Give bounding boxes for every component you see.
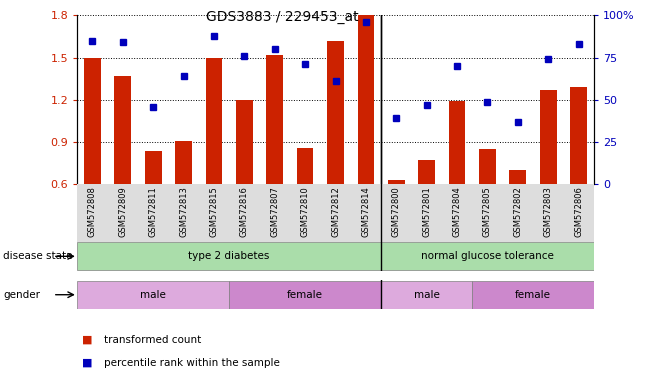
Bar bbox=[297, 148, 313, 184]
Text: female: female bbox=[287, 290, 323, 300]
Text: GDS3883 / 229453_at: GDS3883 / 229453_at bbox=[205, 10, 358, 23]
Text: female: female bbox=[515, 290, 551, 300]
Bar bbox=[381, 243, 594, 270]
Text: transformed count: transformed count bbox=[104, 335, 201, 345]
Text: normal glucose tolerance: normal glucose tolerance bbox=[421, 251, 554, 262]
Bar bbox=[229, 281, 381, 309]
Bar bbox=[266, 55, 283, 184]
Text: ■: ■ bbox=[82, 335, 93, 345]
Bar bbox=[479, 149, 496, 184]
Text: GSM572805: GSM572805 bbox=[483, 186, 492, 237]
Bar bbox=[114, 76, 131, 184]
Text: male: male bbox=[140, 290, 166, 300]
Bar bbox=[381, 281, 472, 309]
Bar bbox=[509, 170, 526, 184]
Text: GSM572813: GSM572813 bbox=[179, 186, 188, 237]
Text: GSM572814: GSM572814 bbox=[362, 186, 370, 237]
Bar bbox=[77, 281, 229, 309]
Text: GSM572802: GSM572802 bbox=[513, 186, 522, 237]
Bar bbox=[570, 87, 587, 184]
Text: disease state: disease state bbox=[3, 251, 73, 262]
Text: GSM572803: GSM572803 bbox=[544, 186, 553, 237]
Text: ■: ■ bbox=[82, 358, 93, 368]
Text: GSM572808: GSM572808 bbox=[88, 186, 97, 237]
Bar bbox=[236, 100, 253, 184]
Bar bbox=[84, 58, 101, 184]
Text: gender: gender bbox=[3, 290, 40, 300]
Bar bbox=[388, 180, 405, 184]
Bar bbox=[472, 281, 594, 309]
Text: type 2 diabetes: type 2 diabetes bbox=[189, 251, 270, 262]
Bar bbox=[175, 141, 192, 184]
Bar bbox=[145, 151, 162, 184]
Bar bbox=[449, 101, 466, 184]
Bar bbox=[540, 90, 557, 184]
Text: GSM572810: GSM572810 bbox=[301, 186, 309, 237]
Text: GSM572800: GSM572800 bbox=[392, 186, 401, 237]
Bar bbox=[418, 161, 435, 184]
Bar bbox=[77, 243, 381, 270]
Text: GSM572815: GSM572815 bbox=[209, 186, 219, 237]
Text: GSM572816: GSM572816 bbox=[240, 186, 249, 237]
Text: GSM572809: GSM572809 bbox=[118, 186, 127, 237]
Bar bbox=[327, 41, 344, 184]
Text: GSM572806: GSM572806 bbox=[574, 186, 583, 237]
Text: GSM572807: GSM572807 bbox=[270, 186, 279, 237]
Text: GSM572811: GSM572811 bbox=[149, 186, 158, 237]
Text: GSM572801: GSM572801 bbox=[422, 186, 431, 237]
Text: GSM572804: GSM572804 bbox=[452, 186, 462, 237]
Text: percentile rank within the sample: percentile rank within the sample bbox=[104, 358, 280, 368]
Bar bbox=[358, 15, 374, 184]
Bar bbox=[205, 58, 222, 184]
Text: GSM572812: GSM572812 bbox=[331, 186, 340, 237]
Text: male: male bbox=[414, 290, 440, 300]
